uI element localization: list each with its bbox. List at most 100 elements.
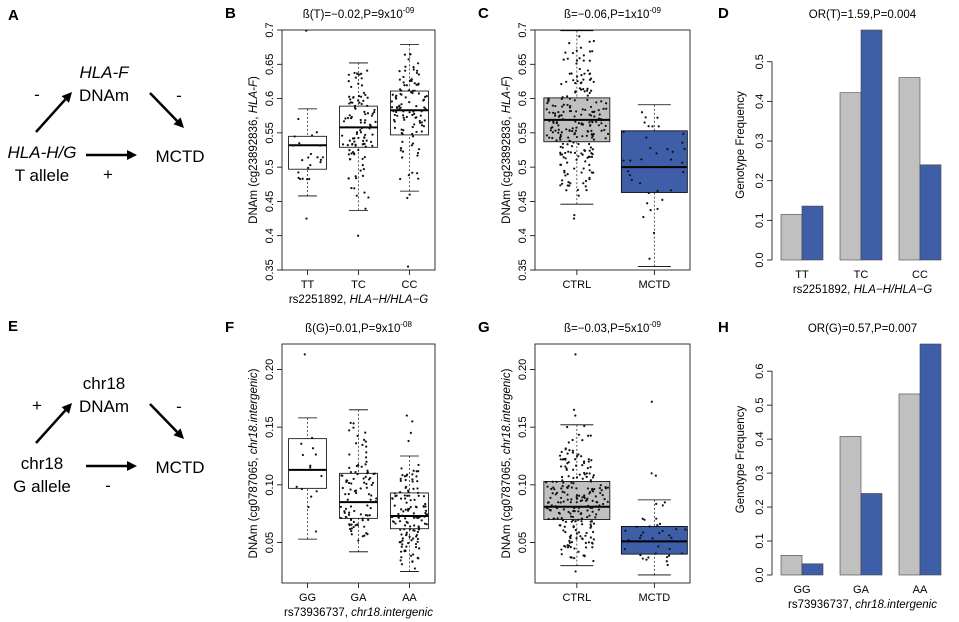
data-point xyxy=(640,534,643,537)
data-point xyxy=(655,517,658,520)
data-point xyxy=(601,493,604,497)
y-axis: 0.35 0.4 0.45 0.5 0.55 0.6 0.65 0.7 xyxy=(517,22,535,281)
data-point xyxy=(348,524,351,527)
data-point xyxy=(397,512,400,516)
data-point xyxy=(564,520,568,523)
data-point xyxy=(348,139,351,142)
data-point xyxy=(420,124,424,127)
data-point xyxy=(361,174,365,177)
data-point xyxy=(577,531,581,534)
data-point xyxy=(374,120,377,123)
y-tick-label: 0.0 xyxy=(754,252,766,267)
data-point xyxy=(363,110,366,113)
data-point xyxy=(350,527,353,530)
data-point xyxy=(553,114,557,117)
points xyxy=(292,29,324,220)
data-point xyxy=(366,514,369,517)
data-point xyxy=(566,173,569,176)
data-point xyxy=(314,453,317,456)
x-axis-label-part: HLA−H/HLA−G xyxy=(854,284,933,296)
data-point xyxy=(559,501,562,504)
data-point xyxy=(566,103,569,107)
data-point xyxy=(568,139,571,142)
data-point xyxy=(595,513,598,516)
data-point xyxy=(591,153,594,156)
data-point xyxy=(606,486,610,489)
data-point xyxy=(622,159,625,162)
data-point xyxy=(410,539,413,542)
data-point xyxy=(348,95,351,98)
x-tick-label: TT xyxy=(795,269,809,281)
data-point xyxy=(398,108,401,111)
data-point xyxy=(369,506,372,510)
data-point xyxy=(398,104,401,107)
data-point xyxy=(366,469,369,472)
bar-group-gg xyxy=(780,554,824,576)
data-point xyxy=(575,135,578,139)
data-point xyxy=(563,491,566,494)
outlier-point xyxy=(305,29,308,32)
data-point xyxy=(622,130,625,133)
y-tick-label: 0.7 xyxy=(517,22,529,37)
data-point xyxy=(545,481,548,484)
data-point xyxy=(413,89,416,92)
data-point xyxy=(658,522,662,525)
data-point xyxy=(658,531,661,535)
data-point xyxy=(569,546,572,549)
y-tick-label: 0.6 xyxy=(264,91,276,106)
data-point xyxy=(573,133,576,136)
data-point xyxy=(566,184,569,187)
data-point xyxy=(589,434,592,437)
data-point xyxy=(593,115,596,118)
data-point xyxy=(591,50,594,53)
data-point xyxy=(360,95,363,98)
bar-mctd xyxy=(801,205,824,261)
data-point xyxy=(354,470,357,474)
data-point xyxy=(409,554,413,557)
data-point xyxy=(571,449,575,452)
data-point xyxy=(402,110,405,113)
data-point xyxy=(573,507,576,510)
data-point xyxy=(310,495,313,498)
data-point xyxy=(573,547,576,550)
data-point xyxy=(647,556,650,559)
data-point xyxy=(554,505,557,508)
data-point xyxy=(364,456,368,459)
data-point xyxy=(352,152,356,155)
data-point xyxy=(403,497,407,500)
data-point xyxy=(545,134,549,137)
data-point xyxy=(569,537,572,540)
data-point xyxy=(568,541,572,544)
data-point xyxy=(415,470,418,473)
data-point xyxy=(346,144,349,147)
data-point xyxy=(591,489,594,492)
data-point xyxy=(577,194,580,197)
data-point xyxy=(575,501,578,504)
data-point xyxy=(407,89,410,92)
data-point xyxy=(394,495,397,498)
data-point xyxy=(372,472,375,476)
data-point xyxy=(403,83,406,87)
data-point xyxy=(392,118,396,122)
data-point xyxy=(588,142,591,146)
data-point xyxy=(590,171,593,174)
data-point xyxy=(551,136,554,140)
data-point xyxy=(575,532,579,535)
data-point xyxy=(401,474,404,477)
data-point xyxy=(586,130,589,133)
box-ctrl xyxy=(543,30,611,220)
data-point xyxy=(577,433,581,436)
data-point xyxy=(581,438,584,442)
data-point xyxy=(590,136,594,139)
data-point xyxy=(422,125,426,128)
data-point xyxy=(572,468,575,471)
data-point xyxy=(404,96,407,99)
data-point xyxy=(416,151,420,155)
y-tick-label: 0.2 xyxy=(754,173,766,188)
data-point xyxy=(348,429,351,432)
data-point xyxy=(585,472,588,475)
data-point xyxy=(635,525,638,528)
